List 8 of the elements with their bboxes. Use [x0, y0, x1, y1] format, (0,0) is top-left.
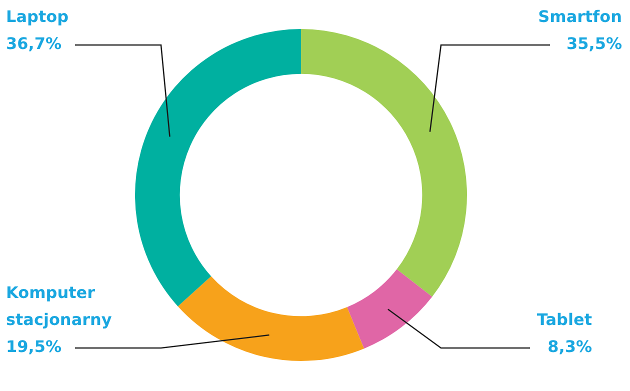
slice-label: Smartfon — [538, 7, 622, 26]
data-label: 19,5% — [6, 337, 62, 356]
data-label: 36,7% — [6, 34, 62, 54]
data-label: 35,5% — [566, 34, 622, 54]
slice-label: Tablet — [536, 310, 592, 330]
data-label: 8,3% — [548, 337, 592, 356]
slice-label: Laptop — [6, 7, 69, 26]
slice-label: Komputer stacjonarny — [6, 283, 112, 330]
